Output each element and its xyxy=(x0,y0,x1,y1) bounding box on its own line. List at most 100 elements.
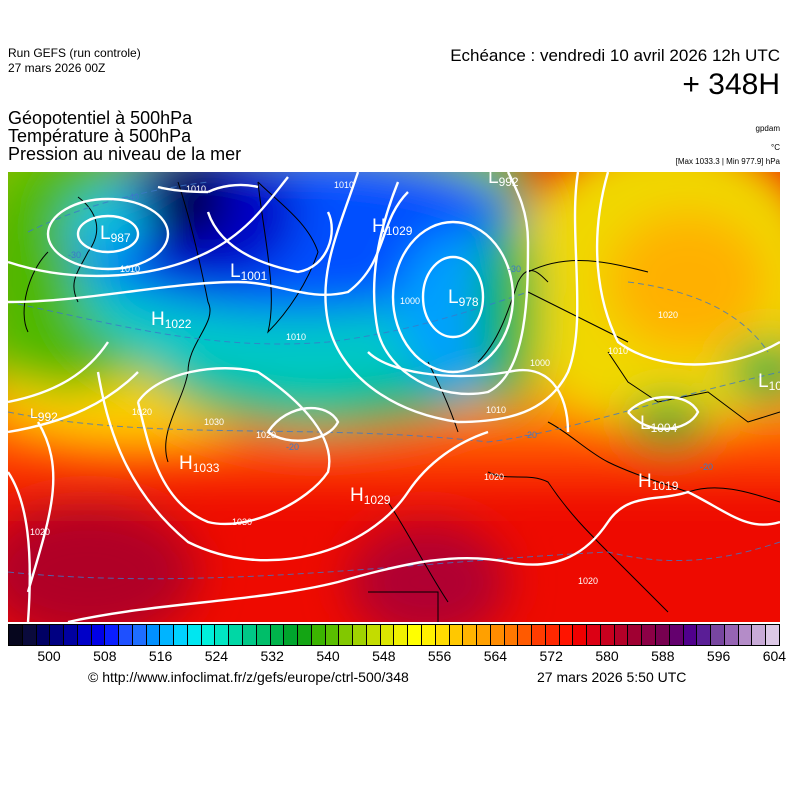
color-scale-cell xyxy=(573,625,588,645)
color-scale-tick-label: 556 xyxy=(427,648,452,664)
color-scale-cell xyxy=(298,625,312,645)
color-scale-cell xyxy=(77,625,92,645)
map-field xyxy=(8,172,780,622)
isobar-label: 1020 xyxy=(658,310,679,320)
color-scale-bar xyxy=(8,624,780,646)
isobars xyxy=(8,172,780,622)
isotherm-label: -30 xyxy=(68,250,82,260)
color-scale-cell xyxy=(545,625,560,645)
isotherms xyxy=(8,181,780,580)
color-scale-cell xyxy=(504,625,519,645)
color-scale-cell xyxy=(766,625,779,645)
color-scale-cell xyxy=(738,625,753,645)
pressure-center-low: L992 xyxy=(488,172,519,189)
color-scale-cell xyxy=(628,625,643,645)
run-model: Run GEFS (run controle) xyxy=(8,46,141,60)
color-scale-cell xyxy=(587,625,601,645)
isobar-label: 1020 xyxy=(30,527,51,537)
color-scale-cell xyxy=(229,625,244,645)
color-scale-tick-label: 508 xyxy=(93,648,117,664)
color-scale-tick-label: 516 xyxy=(148,648,173,664)
isobar-label: 1030 xyxy=(232,517,253,527)
isobar-label: 1010 xyxy=(120,264,141,274)
color-scale-cell xyxy=(339,625,354,645)
color-scale-tick-label: 548 xyxy=(372,648,396,664)
color-scale-cell xyxy=(435,625,450,645)
color-scale-cell xyxy=(311,625,326,645)
color-scale-cell xyxy=(243,625,257,645)
color-scale-cell xyxy=(463,625,478,645)
color-scale-cell xyxy=(325,625,340,645)
color-scale-cell xyxy=(91,625,106,645)
temperature-field xyxy=(8,172,780,622)
isobar-label: 1010 xyxy=(186,184,207,194)
color-scale-cell xyxy=(655,625,670,645)
generation-time: 27 mars 2026 5:50 UTC xyxy=(537,669,687,685)
color-scale-cell xyxy=(518,625,533,645)
isotherm-label: -30 xyxy=(508,264,522,274)
title-temperature: Température à 500hPa xyxy=(8,126,192,146)
pressure-center-high: H1019 xyxy=(638,471,679,493)
run-info: Run GEFS (run controle) 27 mars 2026 00Z xyxy=(8,46,141,76)
weather-map: L987 L1001 H1029 L992 L978 H1022 H1033 H… xyxy=(8,172,780,622)
color-scale-cell xyxy=(669,625,684,645)
color-scale-cell xyxy=(600,625,615,645)
color-scale-cell xyxy=(201,625,216,645)
pressure-center-low: L1004 xyxy=(640,413,678,435)
color-scale-cell xyxy=(366,625,381,645)
title-pressure: Pression au niveau de la mer xyxy=(8,144,242,164)
isobar-label: 1020 xyxy=(256,430,277,440)
color-scale-cell xyxy=(160,625,175,645)
pressure-center-high: H1022 xyxy=(151,309,192,331)
isotherm-label: -20 xyxy=(524,430,538,440)
title-geopotential: Géopotentiel à 500hPa xyxy=(8,108,193,128)
color-scale-cell xyxy=(353,625,367,645)
color-scale-cell xyxy=(256,625,271,645)
pressure-center-low: L978 xyxy=(448,287,479,309)
color-scale-cell xyxy=(174,625,188,645)
color-scale-cell xyxy=(421,625,436,645)
unit-pressure-range: [Max 1033.3 | Min 977.9] hPa xyxy=(675,157,780,166)
color-scale-cell xyxy=(64,625,78,645)
pressure-center-low: L992 xyxy=(30,405,58,424)
isotherm-label: -40 xyxy=(126,192,140,202)
color-scale-tick-label: 580 xyxy=(595,648,619,664)
color-scale-cell xyxy=(697,625,712,645)
color-scale-tick-label: 524 xyxy=(204,648,229,664)
color-scale-tick-label: 540 xyxy=(316,648,340,664)
color-scale-tick-label: 532 xyxy=(260,648,284,664)
color-scale-cell xyxy=(22,625,37,645)
isotherm-label: -20 xyxy=(286,442,300,452)
color-scale-cell xyxy=(752,625,767,645)
pressure-center-high: H1029 xyxy=(350,485,391,507)
pressure-center-low: L10 xyxy=(758,371,780,393)
pressure-center-high: H1033 xyxy=(179,453,220,475)
color-scale-cell xyxy=(477,625,491,645)
color-scale-cell xyxy=(683,625,698,645)
color-scale-tick-label: 572 xyxy=(539,648,563,664)
color-scale-cell xyxy=(36,625,51,645)
color-scale-cell xyxy=(408,625,422,645)
color-scale-tick-label: 604 xyxy=(762,648,787,664)
color-scale-cell xyxy=(119,625,133,645)
pressure-center-high: H1029 xyxy=(372,216,413,238)
isobar-label: 1020 xyxy=(484,472,505,482)
color-scale-tick-label: 564 xyxy=(483,648,508,664)
source-url: © http://www.infoclimat.fr/z/gefs/europe… xyxy=(88,669,409,685)
isobar-label: 1010 xyxy=(486,405,507,415)
isobar-label: 1030 xyxy=(204,417,225,427)
color-scale-cell xyxy=(187,625,202,645)
map-titles: Géopotentiel à 500hPa Température à 500h… xyxy=(8,109,241,163)
color-scale-cell xyxy=(711,625,725,645)
color-scale-cell xyxy=(380,625,395,645)
color-scale-cell xyxy=(490,625,505,645)
color-scale-cell xyxy=(132,625,147,645)
color-scale-cell xyxy=(270,625,285,645)
isobar-label: 1010 xyxy=(334,180,355,190)
pressure-center-low: L987 xyxy=(100,223,131,245)
isobar-label: 1010 xyxy=(608,346,629,356)
pressure-center-low: L1001 xyxy=(230,261,268,283)
color-scale-cell xyxy=(642,625,656,645)
color-scale-cell xyxy=(449,625,464,645)
color-scale-tick-label: 588 xyxy=(651,648,675,664)
